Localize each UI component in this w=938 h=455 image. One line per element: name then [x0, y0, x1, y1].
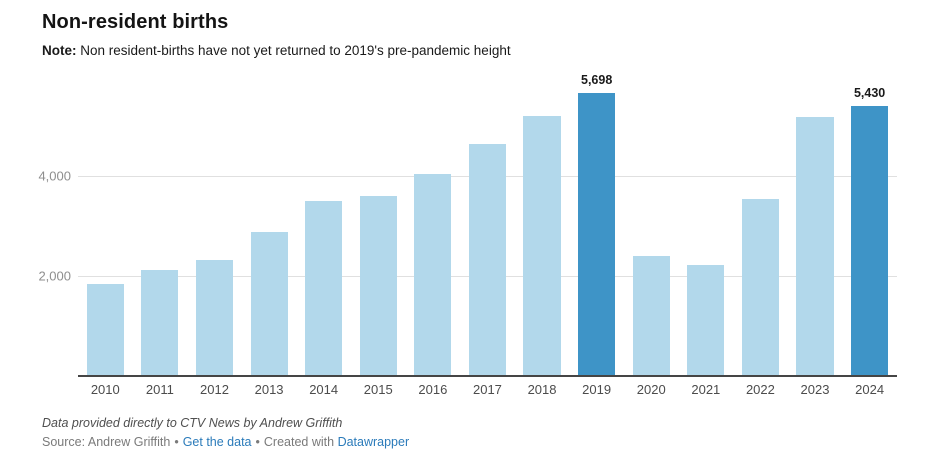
- x-tick-label-2022: 2022: [745, 382, 775, 397]
- bar-slot-2022: [733, 91, 788, 376]
- bar-2021[interactable]: [687, 265, 725, 376]
- source-text: Source: Andrew Griffith: [42, 435, 171, 449]
- bar-2010[interactable]: [86, 283, 124, 376]
- bar-chart: 2,000 4,000 5,698 5,430 2010 2011 2012 2013 201…: [38, 64, 897, 397]
- x-tick-label-2019: 2019: [582, 382, 612, 397]
- bar-slot-2013: [242, 91, 297, 376]
- bar-value-label-2019: 5,698: [581, 72, 613, 87]
- bar-slot-2018: [515, 91, 570, 376]
- x-axis-baseline: [78, 375, 897, 377]
- x-tick-label-2012: 2012: [200, 382, 229, 397]
- bar-2024[interactable]: [851, 105, 889, 376]
- bar-2011[interactable]: [141, 269, 179, 376]
- separator-dot: •: [255, 435, 260, 449]
- bar-value-label-2024: 5,430: [853, 85, 886, 100]
- get-the-data-link[interactable]: Get the data: [182, 435, 252, 449]
- chart-note: Note: Non resident-births have not yet r…: [42, 43, 897, 58]
- y-tick-label-2000: 2,000: [38, 268, 71, 284]
- x-tick-label-2017: 2017: [472, 382, 502, 397]
- x-tick-label-2016: 2016: [418, 382, 448, 397]
- bars-row: 5,698 5,430: [78, 73, 897, 376]
- bar-2017[interactable]: [468, 144, 506, 376]
- bar-2014[interactable]: [305, 200, 343, 376]
- bar-slot-2021: [679, 91, 734, 376]
- bar-slot-2012: [187, 91, 242, 376]
- bar-2016[interactable]: [414, 174, 452, 376]
- bar-slot-2024: 5,430: [842, 86, 897, 376]
- bar-slot-2010: [78, 91, 133, 376]
- bar-slot-2011: [133, 91, 188, 376]
- bar-slot-2020: [624, 91, 679, 376]
- x-tick-label-2013: 2013: [254, 382, 284, 397]
- footer-source-line: Source: Andrew Griffith • Get the data • Cre…: [42, 435, 897, 449]
- x-tick-label-2015: 2015: [363, 382, 393, 397]
- chart-footer: Data provided directly to CTV News by An…: [42, 416, 897, 449]
- x-tick-label-2010: 2010: [90, 382, 120, 397]
- bar-2012[interactable]: [195, 259, 234, 376]
- bar-2023[interactable]: [796, 117, 834, 376]
- bar-slot-2014: [296, 91, 351, 376]
- separator-dot: •: [174, 435, 179, 449]
- bar-slot-2019: 5,698: [569, 73, 624, 376]
- bar-2015[interactable]: [359, 196, 397, 376]
- bar-slot-2015: [351, 91, 406, 376]
- note-label: Note:: [42, 43, 77, 58]
- bar-2019[interactable]: [578, 92, 616, 376]
- bar-2018[interactable]: [523, 116, 561, 376]
- x-tick-label-2023: 2023: [800, 382, 830, 397]
- bar-slot-2023: [788, 91, 843, 376]
- x-axis-labels: 2010 2011 2012 2013 2014 2015 2016 2017 2018 2019…: [78, 378, 897, 397]
- bar-2013[interactable]: [250, 231, 288, 376]
- footer-byline: Data provided directly to CTV News by An…: [42, 416, 343, 430]
- bar-2020[interactable]: [632, 255, 670, 376]
- x-tick-label-2024: 2024: [855, 382, 885, 397]
- note-text: Non resident-births have not yet returne…: [76, 43, 511, 58]
- created-with-text: Created with: [263, 435, 338, 449]
- x-tick-label-2021: 2021: [691, 382, 721, 397]
- bar-2022[interactable]: [741, 198, 779, 376]
- bar-slot-2016: [406, 91, 461, 376]
- y-tick-label-4000: 4,000: [38, 168, 71, 184]
- x-tick-label-2011: 2011: [145, 382, 174, 397]
- page-title: Non-resident births: [42, 11, 229, 33]
- datawrapper-link[interactable]: Datawrapper: [337, 435, 410, 449]
- x-tick-label-2014: 2014: [309, 382, 339, 397]
- bar-slot-2017: [460, 91, 515, 376]
- plot-area: 2,000 4,000 5,698 5,430: [38, 73, 897, 377]
- x-tick-label-2018: 2018: [527, 382, 557, 397]
- x-tick-label-2020: 2020: [636, 382, 666, 397]
